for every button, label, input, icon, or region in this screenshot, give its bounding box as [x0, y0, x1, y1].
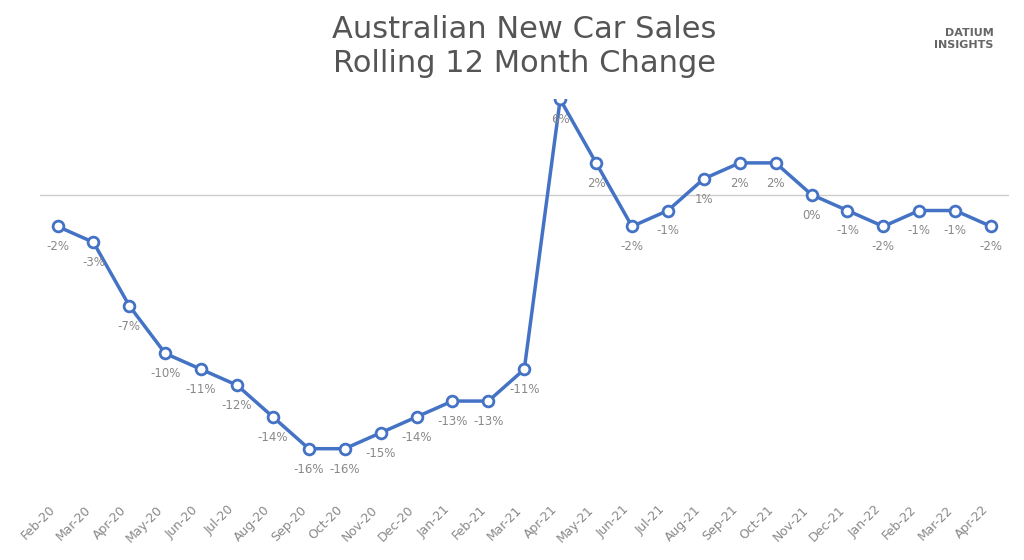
Text: 6%: 6% — [551, 113, 569, 126]
Point — [444, 396, 461, 405]
Text: 2%: 2% — [587, 177, 605, 190]
Point — [803, 190, 819, 199]
Text: -14%: -14% — [401, 431, 432, 444]
Point — [695, 174, 712, 183]
Point — [301, 444, 317, 453]
Point — [228, 381, 245, 390]
Point — [121, 301, 137, 310]
Point — [659, 206, 676, 215]
Point — [265, 413, 282, 422]
Text: -2%: -2% — [621, 240, 643, 253]
Text: -3%: -3% — [82, 256, 104, 269]
Text: 1%: 1% — [694, 193, 713, 206]
Text: -16%: -16% — [294, 463, 324, 475]
Point — [624, 222, 640, 231]
Title: Australian New Car Sales
Rolling 12 Month Change: Australian New Car Sales Rolling 12 Mont… — [332, 15, 717, 78]
Point — [840, 206, 856, 215]
Text: -15%: -15% — [366, 447, 396, 460]
Point — [983, 222, 999, 231]
Text: -16%: -16% — [330, 463, 360, 475]
Text: -1%: -1% — [907, 225, 931, 237]
Text: -10%: -10% — [151, 367, 180, 380]
Text: -2%: -2% — [46, 240, 69, 253]
Text: -1%: -1% — [944, 225, 967, 237]
Point — [193, 365, 209, 374]
Text: 0%: 0% — [802, 208, 821, 222]
Text: -2%: -2% — [871, 240, 895, 253]
Point — [947, 206, 964, 215]
Point — [85, 238, 101, 247]
Text: -11%: -11% — [509, 383, 540, 396]
Text: 2%: 2% — [766, 177, 785, 190]
Point — [480, 396, 497, 405]
Text: DATIUM
INSIGHTS: DATIUM INSIGHTS — [934, 28, 993, 50]
Text: -13%: -13% — [437, 415, 468, 428]
Text: -11%: -11% — [186, 383, 216, 396]
Point — [552, 95, 568, 104]
Text: -1%: -1% — [656, 225, 679, 237]
Point — [373, 428, 389, 437]
Point — [337, 444, 353, 453]
Point — [516, 365, 532, 374]
Text: -7%: -7% — [118, 320, 141, 333]
Point — [409, 413, 425, 422]
Text: -14%: -14% — [258, 431, 288, 444]
Point — [588, 158, 604, 167]
Point — [49, 222, 66, 231]
Point — [157, 349, 173, 358]
Text: -2%: -2% — [980, 240, 1002, 253]
Text: -13%: -13% — [473, 415, 504, 428]
Point — [911, 206, 928, 215]
Point — [731, 158, 748, 167]
Point — [767, 158, 783, 167]
Point — [876, 222, 892, 231]
Text: -1%: -1% — [836, 225, 859, 237]
Text: 2%: 2% — [730, 177, 749, 190]
Text: -12%: -12% — [222, 399, 252, 412]
